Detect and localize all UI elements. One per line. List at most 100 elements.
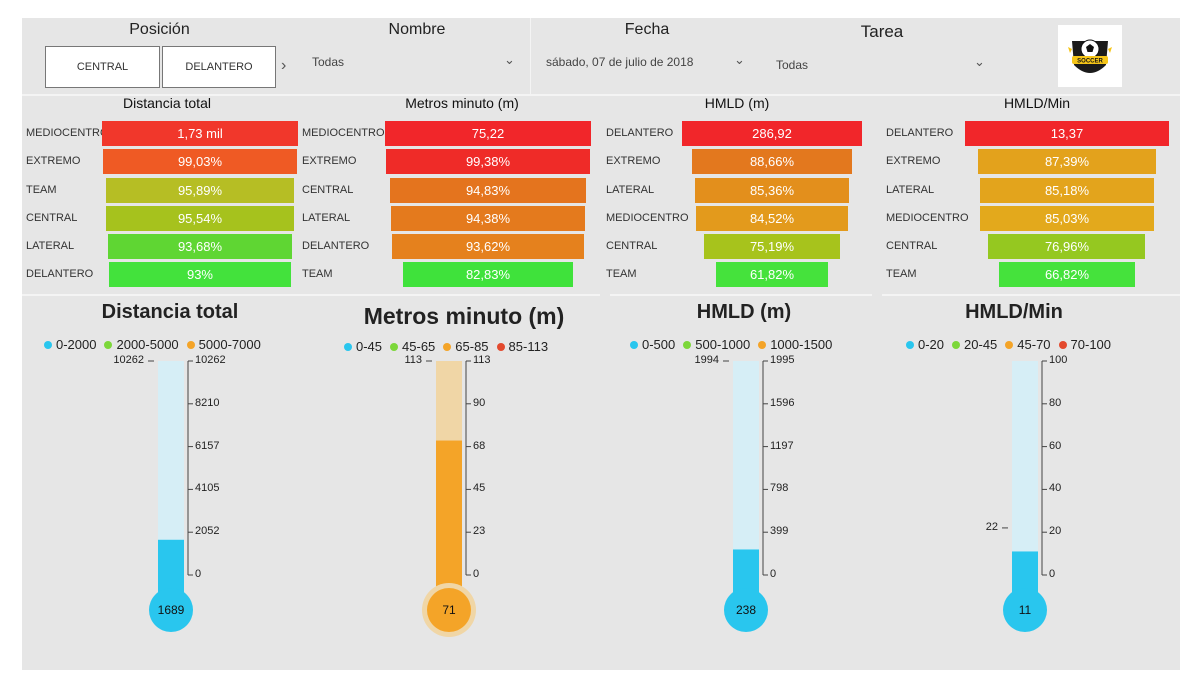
funnel-category-label: LATERAL <box>886 184 935 196</box>
funnel-title: Metros minuto (m) <box>405 95 519 111</box>
funnel-bar[interactable]: 84,52% <box>695 206 849 231</box>
funnel-bar[interactable]: 99,38% <box>385 149 591 174</box>
funnel-bar[interactable]: 94,83% <box>390 178 586 203</box>
gauge-tick-label: 1197 <box>770 439 794 452</box>
funnel-bar[interactable]: 85,36% <box>695 178 849 203</box>
legend-item[interactable]: 0-20 <box>906 337 944 352</box>
gauge-legend: 0-2000 2000-5000 5000-7000 <box>44 337 269 352</box>
funnel-category-label: CENTRAL <box>606 240 658 252</box>
gauge-tick-label: 0 <box>1049 568 1056 580</box>
funnel-bar[interactable]: 61,82% <box>716 262 828 287</box>
funnel-bar-label: 286,92 <box>752 126 792 141</box>
gauge-tick-label: 1995 <box>770 354 795 366</box>
gauge-tick-label: 1596 <box>770 396 795 409</box>
legend-dot-icon <box>630 340 638 349</box>
funnel-bar[interactable]: 286,92 <box>682 121 862 146</box>
funnel-bar[interactable]: 87,39% <box>977 149 1157 174</box>
funnel-bar-label: 95,54% <box>177 211 223 226</box>
funnel-bar[interactable]: 85,03% <box>980 206 1154 231</box>
legend-label: 0-2000 <box>56 337 97 352</box>
gauge-title: HMLD/Min <box>965 301 1063 323</box>
funnel-bar[interactable]: 82,83% <box>402 262 574 287</box>
funnel-category-label: DELANTERO <box>886 127 954 139</box>
funnel-bar[interactable]: 99,03% <box>102 149 298 174</box>
gauge-tick-label: 100 <box>1049 354 1068 366</box>
legend-dot-icon <box>683 340 692 349</box>
legend-item[interactable]: 0-45 <box>344 339 382 354</box>
legend-item[interactable]: 1000-1500 <box>758 337 832 352</box>
gauge-tick-label: 40 <box>1049 482 1062 495</box>
legend-item[interactable]: 45-65 <box>390 339 435 354</box>
legend-item[interactable]: 5000-7000 <box>186 337 261 352</box>
funnel-bar-label: 99,03% <box>177 154 223 169</box>
thermometer-gauge <box>1002 360 1047 632</box>
legend-item[interactable]: 500-1000 <box>683 337 750 352</box>
gauge-legend: 0-500 500-1000 1000-1500 <box>630 337 840 352</box>
funnel-bar[interactable]: 75,19% <box>704 234 840 259</box>
legend-label: 45-65 <box>402 339 436 354</box>
nombre-dropdown-value[interactable]: Todas <box>312 55 345 69</box>
funnel-bar[interactable]: 76,96% <box>988 234 1146 259</box>
funnel-category-label: TEAM <box>886 268 917 280</box>
posicion-option-delantero[interactable]: DELANTERO <box>162 46 276 88</box>
funnel-bar[interactable]: 95,89% <box>106 178 294 203</box>
gauge-max-marker-label: 1994 <box>694 354 719 366</box>
funnel-bar[interactable]: 95,54% <box>106 206 294 231</box>
gauge-tick-label: 0 <box>195 568 202 580</box>
funnel-bar[interactable]: 94,38% <box>390 206 586 231</box>
nombre-chevron-down-icon[interactable]: ⌄ <box>504 52 515 67</box>
funnel-category-label: EXTREMO <box>302 155 357 167</box>
gauge-max-marker-label: 22 <box>985 520 998 533</box>
funnel-bar[interactable]: 88,66% <box>692 149 852 174</box>
funnel-bar-label: 88,66% <box>749 154 795 169</box>
tarea-dropdown-value[interactable]: Todas <box>776 58 809 72</box>
funnel-bar[interactable]: 93% <box>108 262 292 287</box>
funnel-category-label: LATERAL <box>302 212 351 224</box>
legend-label: 500-1000 <box>695 337 751 352</box>
filter-separator <box>530 18 531 94</box>
funnel-bar-label: 85,03% <box>1044 211 1090 226</box>
funnel-bar[interactable]: 93,62% <box>391 234 585 259</box>
fecha-chevron-down-icon[interactable]: ⌄ <box>734 52 745 67</box>
legend-label: 65-85 <box>455 339 489 354</box>
legend-item[interactable]: 0-2000 <box>44 337 96 352</box>
gauge-title: HMLD (m) <box>696 301 792 323</box>
fecha-dropdown-value[interactable]: sábado, 07 de julio de 2018 <box>546 55 694 69</box>
legend-item[interactable]: 85-113 <box>496 339 548 354</box>
gauge-value-label: 238 <box>735 603 757 617</box>
funnel-bar[interactable]: 93,68% <box>108 234 292 259</box>
funnel-bar[interactable]: 66,82% <box>998 262 1136 287</box>
posicion-option-central[interactable]: CENTRAL <box>45 46 160 88</box>
funnel-bar[interactable]: 13,37 <box>965 121 1169 146</box>
svg-text:SOCCER: SOCCER <box>1077 59 1103 65</box>
gauge-title: Metros minuto (m) <box>363 303 565 329</box>
gauge-legend: 0-45 45-65 65-85 85-113 <box>344 339 556 354</box>
funnel-title: HMLD (m) <box>704 95 770 111</box>
funnel-bar-label: 87,39% <box>1044 154 1090 169</box>
legend-label: 70-100 <box>1070 337 1112 352</box>
tarea-chevron-down-icon[interactable]: ⌄ <box>974 54 985 69</box>
funnel-bar[interactable]: 1,73 mil <box>102 121 298 146</box>
legend-item[interactable]: 70-100 <box>1058 337 1112 352</box>
gauge-title: Distancia total <box>101 301 239 323</box>
legend-item[interactable]: 0-500 <box>630 337 675 352</box>
funnel-bar[interactable]: 85,18% <box>980 178 1154 203</box>
report-canvas: Posición CENTRAL DELANTERO › Nombre Toda… <box>22 18 1180 670</box>
funnel-bar-label: 99,38% <box>465 154 511 169</box>
legend-item[interactable]: 45-70 <box>1005 337 1051 352</box>
funnel-bar[interactable]: 75,22 <box>385 121 591 146</box>
legend-item[interactable]: 20-45 <box>952 337 997 352</box>
legend-item[interactable]: 65-85 <box>443 339 489 354</box>
funnel-category-label: TEAM <box>302 268 333 280</box>
legend-item[interactable]: 2000-5000 <box>104 337 179 352</box>
funnel-category-label: MEDIOCENTRO <box>886 212 969 224</box>
legend-dot-icon <box>906 340 914 349</box>
gauge-tick-label: 10262 <box>195 354 226 366</box>
funnel-bar-label: 93,62% <box>465 239 511 254</box>
legend-label: 0-45 <box>356 339 383 354</box>
funnel-category-label: MEDIOCENTRO <box>302 127 385 139</box>
scroll-right-icon[interactable]: › <box>281 57 287 74</box>
section-divider-left <box>22 294 600 296</box>
legend-dot-icon <box>104 340 113 349</box>
gauge-tick-label: 0 <box>770 568 777 580</box>
